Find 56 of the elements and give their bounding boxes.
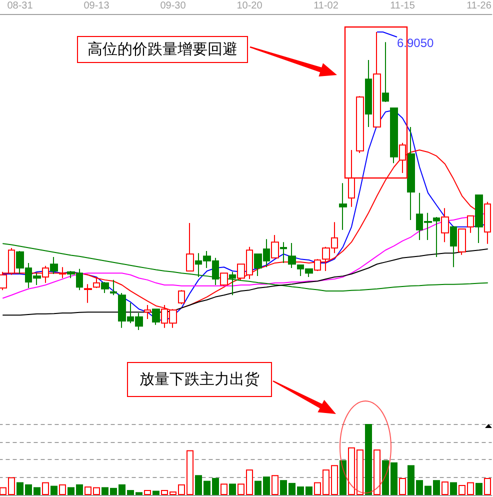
candlestick (84, 284, 92, 304)
x-tick-label: 08-31 (7, 0, 34, 12)
candlestick (390, 107, 398, 164)
x-tick-label: 11-15 (390, 0, 416, 12)
bar (220, 484, 228, 495)
candlestick (441, 208, 449, 243)
candlestick (110, 279, 117, 296)
candlestick (373, 32, 381, 128)
bar (59, 484, 66, 495)
candlestick (101, 282, 109, 294)
candlestick (467, 215, 474, 234)
candlestick (288, 242, 296, 269)
candlestick (314, 258, 321, 272)
bar (144, 490, 151, 495)
candlestick (186, 222, 194, 272)
bar (374, 450, 380, 495)
candlestick (144, 304, 151, 320)
bar (50, 486, 58, 495)
bar (399, 478, 406, 495)
text: 放量下跌主力出货 (127, 362, 272, 397)
x-tick-label: 09-30 (160, 0, 186, 12)
x-tick-label: 09-13 (84, 0, 110, 12)
candlestick (450, 226, 457, 268)
bar (365, 424, 372, 495)
x-tick-label: 11-02 (314, 0, 339, 12)
candlestick (178, 290, 185, 305)
candlestick (458, 228, 466, 256)
candlestick (348, 150, 355, 208)
candlestick (382, 42, 389, 103)
bar (450, 482, 457, 495)
bar (229, 484, 236, 495)
bar (272, 475, 278, 495)
candlestick (475, 194, 483, 244)
candlestick (8, 248, 15, 276)
candlestick (365, 60, 372, 128)
bar (42, 482, 49, 495)
candlestick (271, 234, 279, 258)
bar (476, 482, 482, 495)
candlestick (339, 182, 347, 230)
candlestick (152, 308, 160, 326)
candlestick (280, 242, 287, 264)
candlestick (50, 256, 58, 274)
bar (442, 482, 448, 495)
candlestick (356, 96, 364, 154)
candlestick (42, 265, 49, 284)
x-tick-label: 11-26 (466, 0, 492, 12)
x-tick-label: 10-20 (236, 0, 263, 12)
bar (340, 460, 346, 495)
bar (484, 478, 491, 495)
candlestick (59, 266, 66, 279)
candlestick (93, 276, 100, 288)
bar (152, 490, 160, 495)
annotation: 高位的价跌量增要回避 (77, 36, 248, 63)
candlestick (484, 201, 491, 244)
candlestick (407, 126, 415, 221)
candlestick (220, 272, 228, 286)
